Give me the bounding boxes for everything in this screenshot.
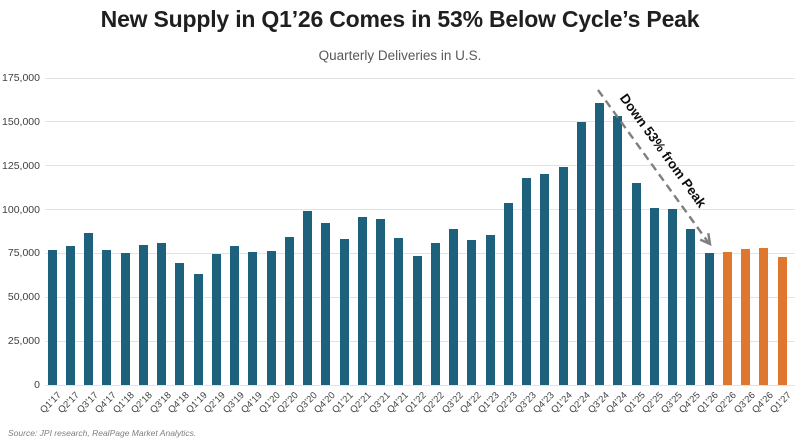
bar-q1-21 [339, 238, 349, 385]
bar-q4-25 [686, 228, 696, 385]
bar-q3-26 [741, 249, 750, 385]
gridline-0 [45, 384, 795, 386]
bar-q4-20 [321, 222, 331, 385]
bar-q3-23 [522, 177, 531, 385]
bar-q4-23 [540, 173, 550, 385]
y-tick-label-100000: 100,000 [2, 203, 40, 216]
gridline-75000 [45, 252, 795, 254]
bar-q3-22 [449, 228, 458, 385]
bar-q1-18 [120, 252, 130, 385]
bar-q4-24 [613, 115, 623, 385]
bar-q2-26 [722, 251, 732, 385]
bar-q1-22 [412, 256, 422, 385]
bar-q3-21 [376, 219, 385, 385]
gridline-150000 [45, 121, 795, 123]
bar-q3-19 [230, 245, 239, 385]
gridline-125000 [45, 165, 795, 167]
bar-q3-18 [157, 242, 166, 385]
bar-q2-24 [576, 121, 586, 385]
bar-q1-23 [485, 235, 495, 385]
bar-q3-20 [303, 211, 312, 385]
bar-q2-17 [65, 246, 75, 385]
bar-q1-26 [704, 253, 714, 385]
bar-q2-21 [357, 217, 367, 385]
y-tick-label-0: 0 [34, 379, 40, 391]
bar-q4-18 [175, 263, 185, 385]
bar-q4-19 [248, 251, 258, 385]
bar-q2-23 [503, 203, 513, 385]
bar-q2-22 [430, 242, 440, 385]
y-tick-label-50000: 50,000 [7, 291, 40, 304]
bar-q3-17 [84, 233, 93, 385]
bar-q2-18 [138, 244, 148, 385]
source-note: Source: JPI research, RealPage Market An… [8, 428, 197, 438]
bar-q1-19 [193, 273, 203, 385]
bar-q4-17 [102, 249, 112, 385]
y-tick-label-75000: 75,000 [7, 247, 40, 260]
bar-q4-26 [759, 248, 769, 385]
y-tick-label-175000: 175,000 [2, 72, 40, 84]
bar-q3-25 [668, 208, 677, 385]
bar-q2-25 [649, 207, 659, 385]
bar-q1-25 [631, 183, 641, 385]
bar-q3-24 [595, 103, 604, 385]
bar-q1-20 [266, 250, 276, 385]
bar-q4-22 [467, 240, 477, 385]
bar-q2-19 [211, 254, 221, 385]
chart-title: New Supply in Q1’26 Comes in 53% Below C… [100, 6, 700, 32]
gridline-175000 [45, 77, 795, 79]
gridline-100000 [45, 209, 795, 211]
bar-q1-17 [47, 249, 57, 385]
bar-q1-24 [558, 166, 568, 385]
bar-q2-20 [284, 236, 294, 385]
bar-q4-21 [394, 237, 404, 385]
chart-subtitle: Quarterly Deliveries in U.S. [318, 48, 482, 63]
y-tick-label-25000: 25,000 [7, 335, 40, 348]
bar-q1-27 [777, 256, 787, 385]
y-tick-label-150000: 150,000 [2, 115, 40, 128]
y-tick-label-125000: 125,000 [2, 159, 40, 172]
